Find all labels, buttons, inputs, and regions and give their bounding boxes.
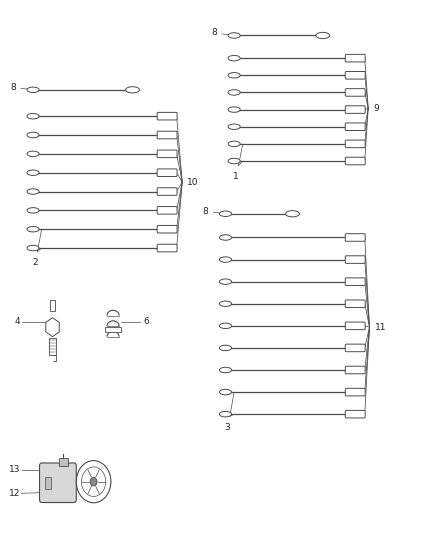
FancyBboxPatch shape xyxy=(157,112,177,120)
Ellipse shape xyxy=(219,235,232,240)
Text: 12: 12 xyxy=(9,489,20,498)
Ellipse shape xyxy=(316,33,330,38)
Ellipse shape xyxy=(27,189,39,194)
Ellipse shape xyxy=(27,151,39,157)
Bar xyxy=(105,327,121,333)
FancyBboxPatch shape xyxy=(345,256,365,263)
FancyBboxPatch shape xyxy=(157,207,177,214)
Circle shape xyxy=(81,467,106,496)
FancyBboxPatch shape xyxy=(345,140,365,148)
Text: 13: 13 xyxy=(9,465,20,474)
Ellipse shape xyxy=(27,114,39,119)
Text: 8: 8 xyxy=(202,207,208,216)
Ellipse shape xyxy=(286,211,300,217)
FancyBboxPatch shape xyxy=(345,278,365,286)
Bar xyxy=(49,338,56,354)
FancyBboxPatch shape xyxy=(157,225,177,233)
Ellipse shape xyxy=(219,323,232,328)
Text: 8: 8 xyxy=(211,28,217,37)
Ellipse shape xyxy=(27,208,39,213)
FancyBboxPatch shape xyxy=(345,344,365,352)
Ellipse shape xyxy=(219,367,232,373)
Ellipse shape xyxy=(126,87,139,93)
Ellipse shape xyxy=(228,33,240,38)
FancyBboxPatch shape xyxy=(157,188,177,195)
Ellipse shape xyxy=(228,90,240,95)
Ellipse shape xyxy=(219,257,232,262)
Ellipse shape xyxy=(228,141,240,147)
Ellipse shape xyxy=(27,132,39,138)
FancyBboxPatch shape xyxy=(345,157,365,165)
Text: 10: 10 xyxy=(187,177,199,187)
FancyBboxPatch shape xyxy=(157,150,177,158)
Ellipse shape xyxy=(228,55,240,61)
Text: 8: 8 xyxy=(10,83,16,92)
FancyBboxPatch shape xyxy=(345,300,365,308)
FancyBboxPatch shape xyxy=(345,389,365,396)
FancyBboxPatch shape xyxy=(345,54,365,62)
FancyBboxPatch shape xyxy=(345,366,365,374)
FancyBboxPatch shape xyxy=(345,88,365,96)
Ellipse shape xyxy=(219,279,232,285)
Text: 6: 6 xyxy=(143,317,149,326)
Text: 4: 4 xyxy=(14,317,20,326)
Circle shape xyxy=(90,478,97,486)
Text: 2: 2 xyxy=(32,258,38,267)
FancyBboxPatch shape xyxy=(345,410,365,418)
Polygon shape xyxy=(46,318,59,337)
Text: 9: 9 xyxy=(373,104,379,113)
Bar xyxy=(45,478,51,489)
Ellipse shape xyxy=(27,227,39,232)
Ellipse shape xyxy=(228,124,240,130)
Ellipse shape xyxy=(27,245,39,251)
FancyBboxPatch shape xyxy=(157,131,177,139)
Ellipse shape xyxy=(27,87,39,93)
Ellipse shape xyxy=(228,72,240,78)
Bar xyxy=(59,458,67,466)
Ellipse shape xyxy=(219,411,232,417)
FancyBboxPatch shape xyxy=(345,123,365,131)
Text: 11: 11 xyxy=(374,322,386,332)
FancyBboxPatch shape xyxy=(157,169,177,176)
Circle shape xyxy=(76,461,111,503)
Text: 3: 3 xyxy=(225,423,230,432)
Ellipse shape xyxy=(228,107,240,112)
Ellipse shape xyxy=(27,170,39,175)
FancyBboxPatch shape xyxy=(345,233,365,241)
FancyBboxPatch shape xyxy=(345,322,365,329)
Ellipse shape xyxy=(219,390,232,395)
FancyBboxPatch shape xyxy=(345,71,365,79)
Ellipse shape xyxy=(219,301,232,306)
FancyBboxPatch shape xyxy=(39,463,76,503)
Text: 1: 1 xyxy=(233,172,239,181)
FancyBboxPatch shape xyxy=(157,244,177,252)
Bar xyxy=(50,300,55,311)
Ellipse shape xyxy=(228,158,240,164)
Ellipse shape xyxy=(219,211,232,216)
FancyBboxPatch shape xyxy=(345,106,365,114)
Ellipse shape xyxy=(219,345,232,351)
